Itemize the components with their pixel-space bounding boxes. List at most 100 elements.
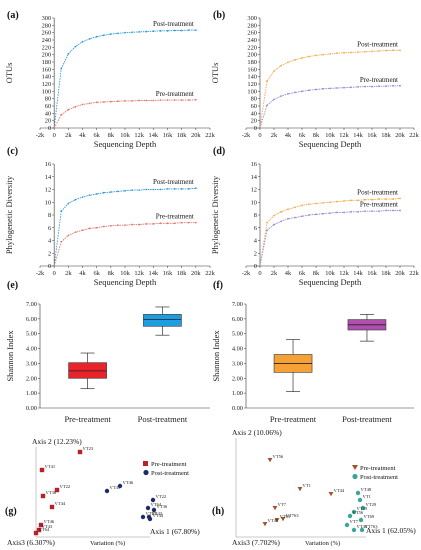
y-tick-label: 240 (247, 37, 257, 44)
series-point (287, 61, 289, 64)
series-point (287, 217, 289, 220)
category-label: Pre-treatment (270, 414, 317, 424)
y-tick-label: 60 (251, 103, 257, 110)
axis2-label: Axis 2 (10.06%) (232, 428, 282, 437)
y-tick-label: 7.00 (232, 301, 243, 308)
scatter-point-circle (147, 516, 153, 522)
scatter-point-label: VT36 (46, 490, 57, 495)
scatter-point-label: VT44 (357, 524, 368, 529)
series-point (131, 189, 133, 192)
scatter-point-label: VT69 (280, 514, 291, 519)
series-point (67, 108, 70, 111)
series-point (60, 67, 63, 70)
series-rise-line (53, 241, 62, 267)
box-body (143, 314, 182, 327)
series-point (329, 53, 331, 55)
series-point (180, 99, 183, 102)
series-point (322, 201, 324, 204)
x-tick-label: 8k (108, 132, 115, 139)
y-tick-label: 2 (48, 250, 51, 257)
y-tick-label: 260 (42, 30, 52, 37)
series-point (95, 193, 98, 195)
series-point (81, 196, 84, 199)
x-tick-label: 8k (108, 270, 115, 277)
series-point (343, 86, 345, 89)
y-tick-label: 2.00 (26, 375, 37, 382)
variation-label: Variation (%) (90, 540, 125, 547)
x-tick-label: 12k (134, 132, 144, 139)
series-point (294, 206, 296, 209)
scatter-point-label: VT69 (364, 514, 375, 519)
x-tick-label: 10k (325, 270, 335, 277)
legend-marker-circle (352, 473, 358, 480)
series-point (74, 198, 77, 201)
x-tick-label: 18k (381, 132, 391, 139)
series-point (273, 223, 275, 226)
rarefaction-panel (245, 17, 415, 130)
y-tick-label: 8 (254, 212, 257, 219)
series-point (131, 99, 133, 102)
series-point (166, 99, 169, 102)
series-point (88, 194, 91, 197)
series-point (399, 49, 401, 52)
y-tick-label: 80 (251, 96, 257, 103)
x-tick-label: 10k (325, 132, 335, 139)
x-tick-label: 20k (191, 270, 201, 277)
x-tick-label: 18k (177, 132, 187, 139)
scatter-point-circle (145, 505, 151, 511)
series-annotation: Post-treatment (357, 40, 398, 48)
scatter-point-label: VT7 (350, 519, 359, 524)
x-tick-label: 12k (134, 270, 144, 277)
series-point (67, 234, 70, 237)
series-point (180, 187, 183, 190)
scatter-point-circle (140, 514, 146, 520)
series-point (301, 215, 303, 218)
scatter-point-label: VT43 (42, 524, 53, 529)
scatter-point-circle (355, 490, 361, 496)
x-tick-label: 4k (285, 270, 292, 277)
x-tick-label: 16k (163, 132, 173, 139)
series-point (173, 222, 176, 225)
y-tick-label: 4.00 (26, 346, 37, 353)
series-point (173, 187, 176, 190)
y-tick-label: 3.00 (232, 360, 243, 367)
x-tick-label: 14k (353, 270, 363, 277)
series-point (102, 34, 105, 37)
series-point (194, 187, 197, 190)
series-point (159, 222, 162, 225)
y-tick-label: 6.00 (232, 316, 243, 323)
x-tick-label: 2k (271, 132, 278, 139)
y-tick-label: 260 (247, 30, 257, 37)
series-point (357, 199, 359, 202)
series-point (138, 189, 141, 192)
scatter-point-label: VT41 (110, 485, 121, 490)
scatter-point-circle (347, 513, 353, 519)
legend-label: Post-treatment (360, 474, 398, 481)
scatter-point-label: VT44 (153, 513, 164, 518)
series-point (329, 212, 331, 214)
series-annotation: Pre-treatment (156, 90, 194, 98)
series-annotation: Post-treatment (357, 188, 398, 196)
y-tick-label: 8 (48, 212, 51, 219)
series-point (60, 240, 63, 243)
x-tick-label: 6k (299, 132, 306, 139)
x-tick-label: 20k (395, 132, 405, 139)
x-tick-label: 14k (149, 132, 159, 139)
series-point (67, 202, 70, 205)
x-tick-label: 6k (299, 270, 306, 277)
series-point (95, 101, 98, 104)
series-point (343, 200, 345, 202)
scatter-point-label: VT22 (156, 494, 167, 499)
panel-label: (f) (213, 280, 223, 291)
scatter-point-label: VT46 (123, 480, 134, 485)
y-tick-label: 6.00 (26, 316, 37, 323)
series-point (371, 85, 373, 88)
series-point (336, 87, 338, 89)
series-point (74, 105, 77, 108)
y-axis-label: Shannon Index (5, 330, 15, 382)
series-point (392, 49, 394, 52)
series-rise-line (259, 81, 268, 129)
series-point (117, 190, 119, 193)
y-tick-label: 220 (247, 44, 257, 51)
